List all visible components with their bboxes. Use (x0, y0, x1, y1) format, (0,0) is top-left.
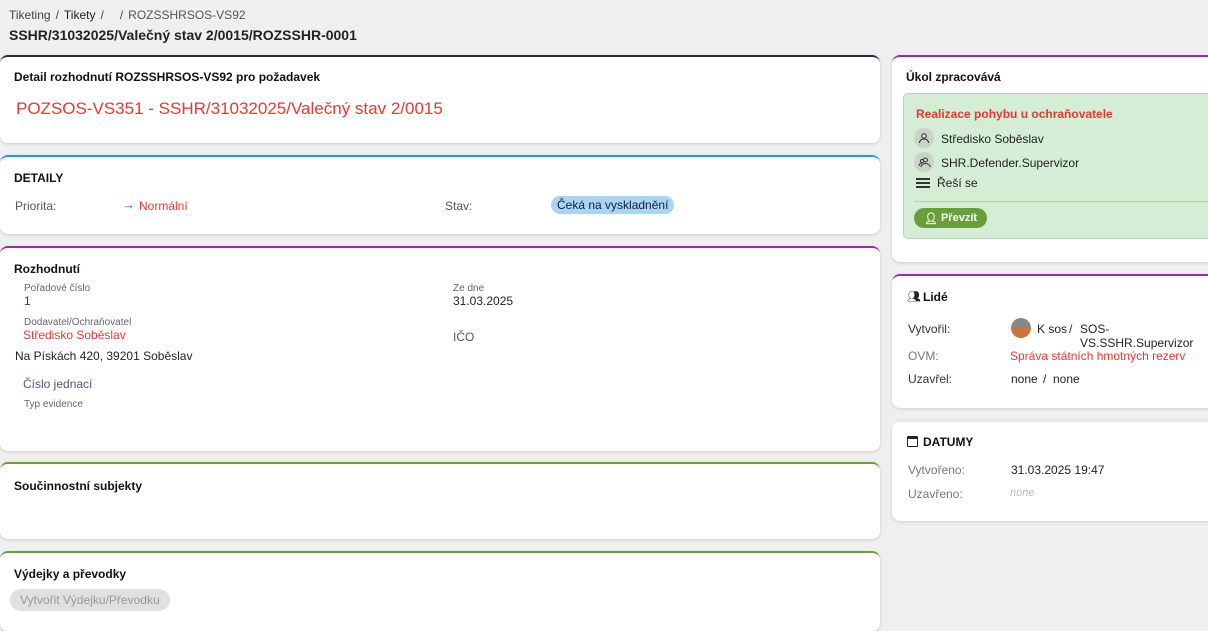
priority-value: Normální (139, 199, 188, 213)
date-value: 31.03.2025 (453, 294, 514, 308)
ref-label: Číslo jednací (23, 377, 93, 391)
cooperating-card: Součinnostní subjekty (0, 462, 880, 539)
order-label: Pořadové číslo (24, 283, 91, 294)
created-by-label: Vytvořil: (908, 322, 951, 336)
closed-value: none (1010, 487, 1035, 499)
task-assignee: Středisko Soběslav (941, 132, 1044, 146)
details-card: DETAILY Priorita: → Normální Stav: Čeká … (0, 155, 880, 234)
ovm-value[interactable]: Správa státních hmotných rezerv (1010, 349, 1186, 363)
order-value: 1 (24, 294, 31, 308)
people-card: 👥︎ Lidé Vytvořil: K sos / SOS-VS.SSHR.Su… (892, 274, 1208, 408)
people-title: Lidé (923, 290, 948, 304)
task-state: Řeší se (937, 176, 978, 190)
details-title: DETAILY (14, 171, 64, 185)
ovm-label: OVM: (908, 349, 939, 363)
supplier-link[interactable]: Středisko Soběslav (23, 328, 126, 342)
take-over-label: Převzít (940, 212, 978, 224)
status-label: Stav: (445, 199, 473, 213)
issues-card: Výdejky a převodky Vytvořit Výdejku/Přev… (0, 551, 880, 631)
task-panel: Realizace pohybu u ochraňovatele Středis… (903, 93, 1208, 239)
supplier-label: Dodavatel/Ochraňovatel (24, 317, 132, 328)
dates-card: DATUMY Vytvořeno: 31.03.2025 19:47 Uzavř… (892, 420, 1208, 521)
breadcrumb-tiketing[interactable]: Tiketing (9, 8, 51, 22)
decision-card: Rozhodnutí Pořadové číslo 1 Ze dne 31.03… (0, 246, 880, 451)
breadcrumb-empty[interactable] (109, 8, 115, 22)
avatar[interactable] (1011, 318, 1031, 338)
page-title: SSHR/31032025/Valečný stav 2/0015/ROZSSH… (9, 27, 357, 43)
closed-label: Uzavřeno: (908, 487, 963, 501)
task-card: Úkol zpracovává Realizace pohybu u ochra… (892, 55, 1208, 262)
priority-label: Priorita: (15, 199, 57, 213)
detail-card-title: Detail rozhodnutí ROZSSHRSOS-VS92 pro po… (14, 70, 321, 84)
task-role: SHR.Defender.Supervizor (941, 156, 1080, 170)
task-title: Úkol zpracovává (906, 70, 1001, 84)
user-icon (914, 128, 934, 148)
breadcrumb-tikety[interactable]: Tikety (63, 8, 96, 22)
breadcrumb-current: ROZSSHRSOS-VS92 (128, 8, 246, 22)
arrow-right-icon: → (122, 197, 135, 212)
created-label: Vytvořeno: (908, 463, 965, 477)
created-value: 31.03.2025 19:47 (1011, 463, 1105, 477)
people-icon: 👥︎ (907, 291, 921, 303)
divider (914, 201, 1208, 202)
separator: / (1043, 372, 1047, 386)
created-by-name[interactable]: K sos (1037, 322, 1068, 336)
decision-title: Rozhodnutí (14, 262, 80, 276)
closed-by-label: Uzavřel: (908, 372, 953, 386)
separator: / (1069, 322, 1073, 336)
address: Na Pískách 420, 39201 Soběslav (15, 349, 193, 363)
take-over-button[interactable]: 👤︎ Převzít (914, 208, 988, 228)
ico-label: IČO (453, 330, 475, 344)
detail-card: Detail rozhodnutí ROZSSHRSOS-VS92 pro po… (0, 55, 880, 143)
breadcrumb: Tiketing / Tikety / / ROZSSHRSOS-VS92 (9, 8, 246, 22)
issues-title: Výdejky a převodky (14, 567, 127, 581)
created-by-role: SOS-VS.SSHR.Supervizor (1080, 322, 1194, 350)
create-issue-button[interactable]: Vytvořit Výdejku/Převodku (10, 589, 170, 611)
date-label: Ze dne (453, 283, 485, 294)
closed-by-name: none (1011, 372, 1038, 386)
cooperating-title: Součinnostní subjekty (14, 479, 143, 493)
person-add-icon: 👤︎ (924, 212, 938, 225)
group-icon (914, 152, 934, 172)
request-link[interactable]: POZSOS-VS351 - SSHR/31032025/Valečný sta… (16, 99, 443, 118)
menu-lines-icon (916, 178, 930, 188)
dates-title: DATUMY (923, 435, 974, 449)
calendar-icon (907, 436, 918, 447)
task-step: Realizace pohybu u ochraňovatele (916, 107, 1113, 121)
closed-by-role: none (1053, 372, 1080, 386)
status-badge: Čeká na vyskladnění (551, 196, 675, 214)
evidence-label: Typ evidence (24, 399, 83, 410)
